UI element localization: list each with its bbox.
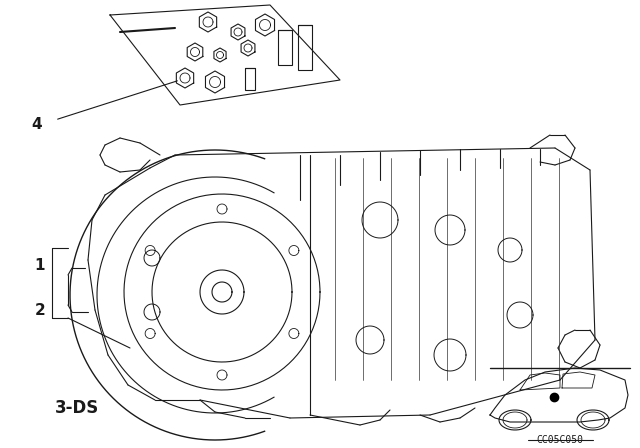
Bar [298, 25, 312, 70]
Text: 4: 4 [31, 116, 42, 132]
Bar [278, 30, 292, 65]
Text: CC05C050: CC05C050 [536, 435, 584, 445]
Text: 2: 2 [35, 302, 45, 318]
Text: 1: 1 [35, 258, 45, 272]
Bar [245, 68, 255, 90]
Text: 3-DS: 3-DS [55, 399, 99, 417]
